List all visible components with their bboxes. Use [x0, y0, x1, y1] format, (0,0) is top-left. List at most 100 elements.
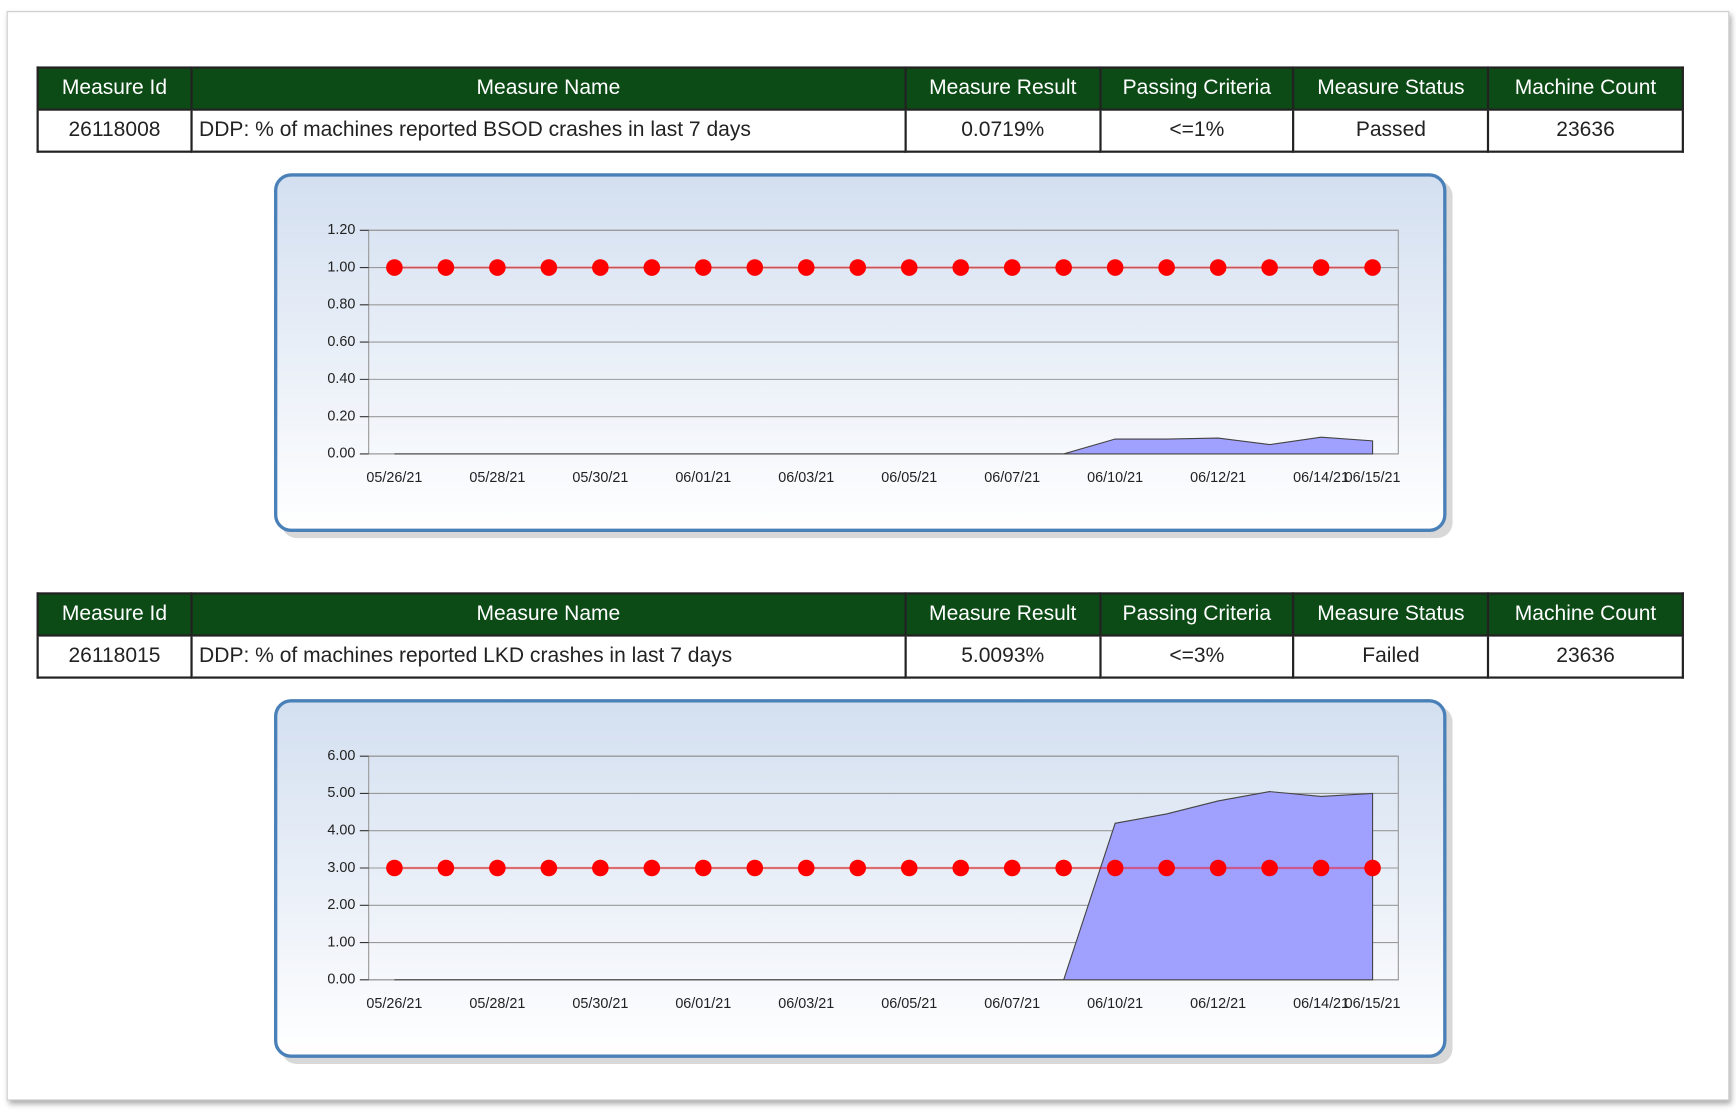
criteria-point: [1106, 859, 1124, 877]
header-cell: Measure Id: [36, 592, 193, 637]
x-tick-label: 05/26/21: [366, 470, 422, 486]
criteria-point: [1003, 259, 1021, 276]
header-cell: Measure Status: [1292, 592, 1490, 637]
data-cell: 26118008: [36, 108, 193, 153]
x-tick-label: 06/12/21: [1190, 996, 1246, 1012]
criteria-point: [437, 259, 455, 276]
criteria-point: [746, 259, 764, 276]
x-tick-label: 05/30/21: [572, 470, 628, 486]
data-cell: Failed: [1292, 634, 1490, 679]
header-cell: Measure Id: [36, 66, 193, 111]
criteria-point: [489, 259, 506, 276]
criteria-point: [386, 859, 403, 877]
y-tick-label: 2.00: [327, 897, 355, 913]
header-cell: Measure Result: [904, 592, 1102, 637]
criteria-point: [849, 859, 867, 877]
header-cell: Machine Count: [1487, 66, 1684, 111]
x-tick-label: 05/28/21: [469, 470, 525, 486]
x-tick-label: 06/05/21: [881, 996, 937, 1012]
criteria-point: [1209, 259, 1227, 276]
y-tick-label: 0.20: [327, 408, 355, 424]
y-tick-label: 4.00: [327, 823, 355, 839]
y-tick-label: 0.00: [327, 446, 355, 462]
x-tick-label: 06/07/21: [984, 996, 1040, 1012]
data-cell: <=3%: [1098, 634, 1295, 679]
data-cell: Passed: [1292, 108, 1490, 153]
y-tick-label: 0.80: [327, 297, 355, 313]
chart: 0.00 0.20 0.40 0.60 0.80 1.00 1.20 05/26/21 05/2…: [274, 173, 1453, 539]
x-tick-label: 06/12/21: [1190, 470, 1246, 486]
measure-table: Measure Id Measure Name Measure Result Pass…: [36, 592, 1684, 679]
data-cell: <=1%: [1098, 108, 1295, 153]
y-tick-label: 1.00: [327, 934, 355, 950]
x-tick-label: 06/03/21: [778, 470, 834, 486]
criteria-point: [540, 859, 558, 877]
data-cell: 23636: [1487, 634, 1684, 679]
y-tick-label: 5.00: [327, 785, 355, 801]
criteria-point: [643, 859, 661, 877]
area: [394, 791, 1374, 981]
criteria-point: [849, 259, 867, 276]
x-tick-label: 06/14/21: [1293, 996, 1349, 1012]
y-tick-label: 0.00: [327, 972, 355, 988]
x-tick-label: 06/01/21: [675, 470, 731, 486]
criteria-point: [695, 259, 712, 276]
criteria-point: [695, 859, 712, 877]
criteria-point: [900, 259, 918, 276]
measure-table: Measure Id Measure Name Measure Result Pass…: [36, 66, 1684, 153]
data-cell: DDP: % of machines reported LKD crashes …: [190, 634, 907, 679]
data-cell: 23636: [1487, 108, 1684, 153]
y-tick-label: 1.20: [327, 222, 355, 238]
criteria-point: [1364, 259, 1381, 276]
header-cell: Passing Criteria: [1098, 66, 1295, 111]
x-tick-label: 06/01/21: [675, 996, 731, 1012]
data-row: 26118008 DDP: % of machines reported BSOD…: [36, 108, 1684, 153]
criteria-point: [1106, 259, 1124, 276]
y-tick-label: 3.00: [327, 860, 355, 876]
header-cell: Measure Status: [1292, 66, 1490, 111]
criteria-point: [1364, 859, 1381, 877]
criteria-point: [437, 859, 455, 877]
criteria-point: [489, 859, 506, 877]
x-tick-label: 06/03/21: [778, 996, 834, 1012]
header-cell: Machine Count: [1487, 592, 1684, 637]
criteria-point: [1003, 859, 1021, 877]
criteria-point: [1055, 259, 1072, 276]
criteria-point: [1261, 859, 1278, 877]
criteria-point: [643, 259, 661, 276]
data-row: 26118015 DDP: % of machines reported LKD …: [36, 634, 1684, 679]
header-cell: Measure Result: [904, 66, 1102, 111]
x-tick-label: 06/10/21: [1087, 470, 1143, 486]
y-tick-label: 6.00: [327, 748, 355, 764]
x-tick-label: 06/14/21: [1293, 470, 1349, 486]
panel: [274, 173, 1447, 532]
x-tick-label: 05/28/21: [469, 996, 525, 1012]
y-tick-label: 0.40: [327, 371, 355, 387]
header-cell: Measure Name: [190, 66, 907, 111]
criteria-point: [1312, 259, 1330, 276]
header-row: Measure Id Measure Name Measure Result Pass…: [36, 66, 1684, 111]
criteria-point: [1261, 259, 1278, 276]
header-row: Measure Id Measure Name Measure Result Pass…: [36, 592, 1684, 637]
criteria-point: [900, 859, 918, 877]
criteria-point: [592, 259, 609, 276]
data-cell: 26118015: [36, 634, 193, 679]
y-tick-label: 1.00: [327, 259, 355, 275]
data-cell: 0.0719%: [904, 108, 1102, 153]
header-cell: Measure Name: [190, 592, 907, 637]
area: [394, 436, 1374, 455]
criteria-point: [797, 259, 815, 276]
criteria-point: [592, 859, 609, 877]
criteria-point: [1158, 859, 1175, 877]
criteria-point: [540, 259, 558, 276]
x-tick-label: 06/15/21: [1345, 996, 1401, 1012]
criteria-point: [797, 859, 815, 877]
criteria-point: [386, 259, 403, 276]
x-tick-label: 06/15/21: [1345, 470, 1401, 486]
x-tick-label: 05/26/21: [366, 996, 422, 1012]
x-tick-label: 06/07/21: [984, 470, 1040, 486]
x-tick-label: 06/05/21: [881, 470, 937, 486]
y-tick-label: 0.60: [327, 334, 355, 350]
criteria-point: [952, 259, 970, 276]
